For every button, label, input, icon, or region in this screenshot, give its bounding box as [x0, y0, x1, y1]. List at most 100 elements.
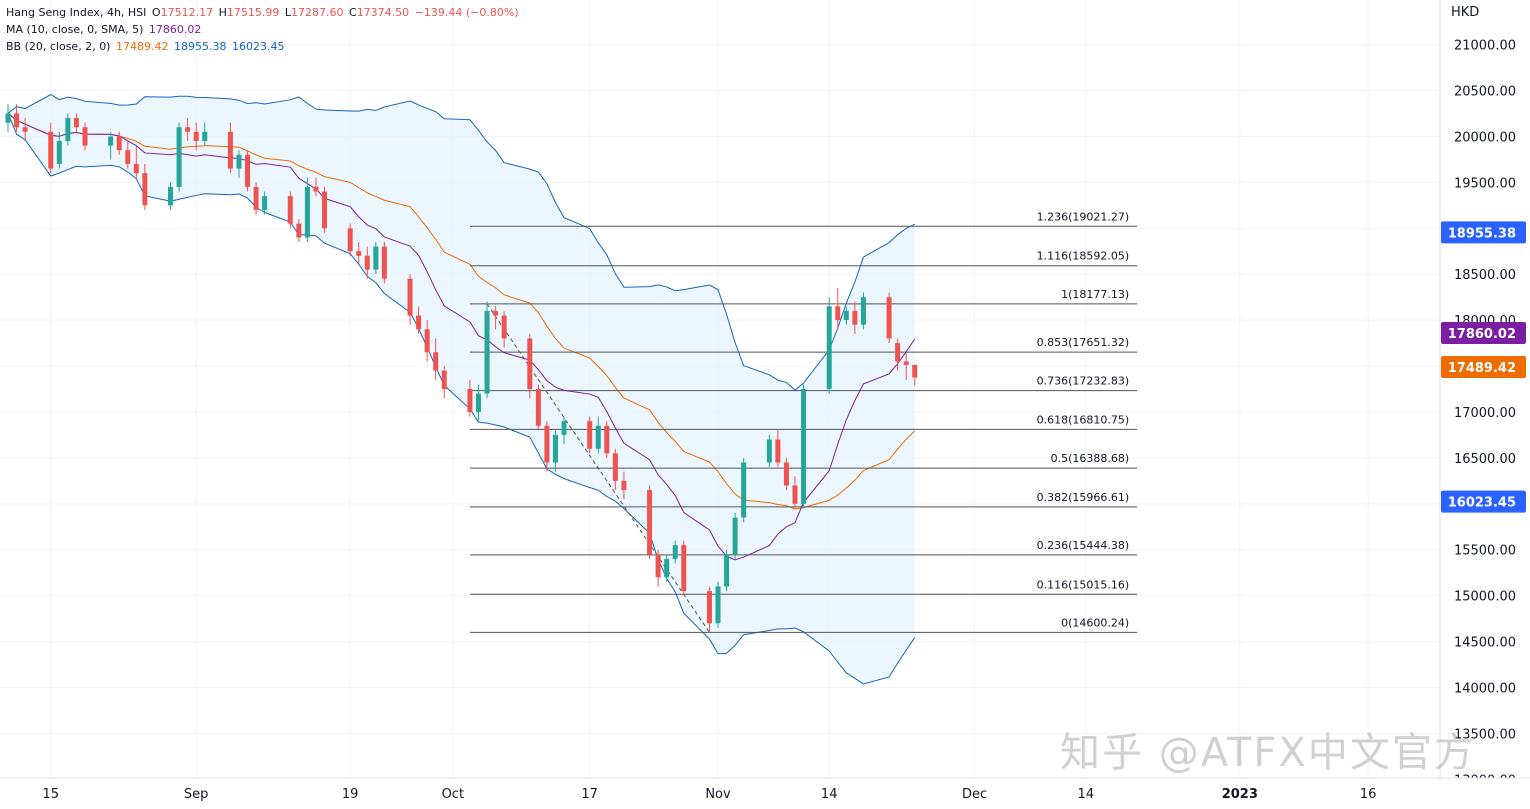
- candle-body: [262, 196, 268, 210]
- price-tag: 16023.45: [1441, 490, 1526, 513]
- time-tick-label: 17: [581, 787, 598, 802]
- candle-down: [612, 448, 618, 491]
- candle-body: [604, 425, 610, 454]
- candle-down: [296, 219, 302, 243]
- ma-row[interactable]: MA (10, close, 0, SMA, 5) 17860.02: [6, 21, 519, 38]
- ma-value: 17860.02: [148, 23, 202, 36]
- candle-body: [424, 329, 430, 353]
- candle-body: [655, 554, 661, 578]
- candle-up: [724, 549, 730, 592]
- fib-level-label: 0.236(15444.38): [1037, 539, 1130, 552]
- candle-body: [82, 127, 88, 146]
- candle-body: [587, 421, 593, 449]
- low-value: 17287.60: [291, 6, 344, 19]
- price-tick-label: 18500.00: [1454, 268, 1516, 283]
- candle-body: [775, 439, 781, 463]
- candle-body: [322, 191, 328, 229]
- candle-down: [416, 306, 422, 334]
- candle-down: [142, 163, 148, 210]
- time-tick-label: Dec: [962, 787, 987, 802]
- candle-body: [801, 389, 807, 504]
- candle-down: [116, 131, 122, 155]
- time-axis-bg: [0, 778, 1530, 809]
- candle-down: [544, 421, 550, 472]
- price-tick-label: 19500.00: [1454, 176, 1516, 191]
- candle-up: [552, 430, 558, 472]
- candle-down: [852, 301, 858, 334]
- symbol-label[interactable]: Hang Seng Index, 4h, HSI: [6, 6, 147, 19]
- candle-body: [227, 131, 233, 169]
- candlesticks[interactable]: [5, 104, 918, 633]
- candle-body: [467, 389, 473, 412]
- close-value: 17374.50: [356, 6, 410, 19]
- candle-up: [715, 581, 721, 628]
- candle-body: [860, 297, 866, 325]
- bb-label[interactable]: BB (20, close, 2, 0): [6, 40, 111, 53]
- currency-label: HKD: [1451, 5, 1480, 20]
- ma-label[interactable]: MA (10, close, 0, SMA, 5): [6, 23, 144, 36]
- candle-down: [467, 379, 473, 417]
- price-tag-bg: [1441, 356, 1526, 379]
- candle-body: [202, 131, 208, 141]
- candle-body: [475, 393, 481, 412]
- candle-body: [441, 370, 447, 389]
- candle-body: [612, 453, 618, 481]
- candle-up: [475, 384, 481, 422]
- bb-row[interactable]: BB (20, close, 2, 0) 17489.42 18955.38 1…: [6, 38, 519, 55]
- candle-down: [886, 292, 892, 344]
- moving-average: [7, 113, 916, 561]
- fib-level-label: 0(14600.24): [1061, 616, 1129, 629]
- candle-body: [347, 228, 353, 252]
- candle-up: [304, 177, 310, 243]
- symbol-row[interactable]: Hang Seng Index, 4h, HSI O17512.17 H1751…: [6, 4, 519, 21]
- candle-body: [501, 315, 507, 339]
- price-axis[interactable]: 21000.0020500.0020000.0019500.0019000.00…: [1439, 0, 1530, 809]
- candle-down: [322, 186, 328, 233]
- candle-body: [895, 343, 901, 362]
- candle-body: [14, 113, 20, 128]
- candle-down: [895, 338, 901, 371]
- price-tick-label: 14500.00: [1454, 636, 1516, 651]
- candle-down: [356, 242, 362, 265]
- candle-up: [826, 297, 832, 394]
- candle-body: [185, 127, 191, 132]
- candle-up: [373, 242, 379, 275]
- candle-up: [732, 513, 738, 559]
- time-axis[interactable]: 15 Sep 19 Oct 17 Nov 14 Dec 14 2023 16: [0, 777, 1530, 809]
- candle-body: [912, 364, 918, 378]
- candle-body: [287, 196, 293, 224]
- candle-body: [561, 421, 567, 435]
- candle-body: [783, 462, 789, 486]
- candle-down: [245, 150, 251, 192]
- price-tag: 17860.02: [1441, 321, 1526, 344]
- high-label: H: [218, 6, 227, 19]
- candle-down: [441, 366, 447, 399]
- candle-body: [493, 310, 499, 316]
- candle-body: [142, 173, 148, 206]
- price-tag-bg: [1441, 221, 1526, 244]
- candle-up: [5, 104, 11, 132]
- candle-down: [783, 457, 789, 491]
- candle-down: [835, 287, 841, 330]
- price-tick-label: 13500.00: [1454, 727, 1516, 742]
- candle-body: [621, 480, 627, 491]
- fib-level-label: 1(18177.13): [1061, 288, 1129, 301]
- candle-up: [168, 182, 174, 210]
- candle-down: [587, 416, 593, 454]
- price-tags: 18955.38 17860.02 17489.42 16023.45: [1441, 221, 1526, 513]
- candle-down: [227, 122, 233, 174]
- candle-body: [356, 251, 362, 256]
- fib-level-label: 1.236(19021.27): [1037, 210, 1130, 223]
- candle-down: [253, 182, 259, 215]
- high-value: 17515.99: [226, 6, 280, 19]
- candle-body: [544, 425, 550, 463]
- candle-down: [73, 113, 79, 132]
- candle-body: [595, 425, 601, 449]
- candle-down: [185, 118, 191, 141]
- candle-down: [287, 191, 293, 229]
- candle-body: [835, 306, 841, 321]
- candle-up: [595, 416, 601, 454]
- candle-down: [48, 122, 54, 174]
- fibonacci-retracement[interactable]: 1.236(19021.27) 1.116(18592.05) 1(18177.13…: [469, 210, 1138, 633]
